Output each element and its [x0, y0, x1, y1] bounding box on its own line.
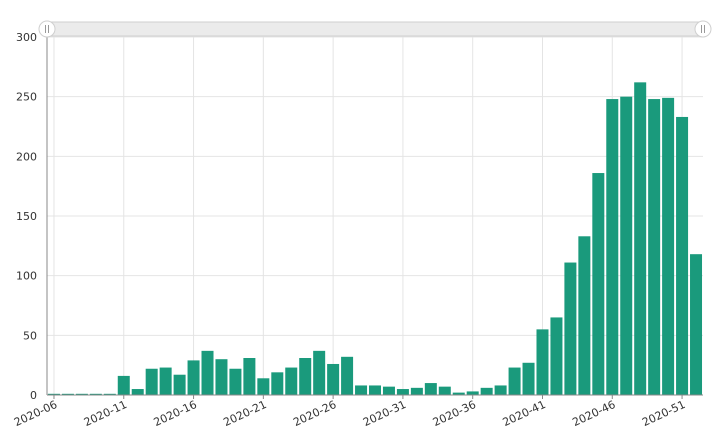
axes	[46, 37, 703, 399]
x-tick-label: 2020-16	[152, 398, 199, 429]
bar	[564, 262, 577, 395]
bar	[480, 387, 493, 395]
bar	[257, 378, 270, 395]
bar	[620, 96, 633, 396]
bar	[368, 385, 382, 395]
y-tick-label: 150	[16, 210, 37, 223]
bar	[89, 393, 102, 395]
y-tick-label: 100	[16, 270, 37, 283]
bar	[173, 374, 186, 395]
bar	[75, 393, 88, 395]
bar	[103, 393, 116, 395]
bar	[648, 99, 661, 395]
bar	[466, 391, 479, 395]
bar	[438, 386, 451, 395]
bar	[285, 367, 298, 395]
x-tick-label: 2020-31	[361, 398, 408, 429]
bar	[606, 99, 619, 395]
y-tick-label: 250	[16, 91, 37, 104]
bars	[47, 82, 703, 396]
bar	[299, 358, 312, 395]
handle-knob[interactable]	[694, 20, 712, 38]
y-tick-label: 200	[16, 150, 37, 163]
bar	[508, 367, 521, 395]
bar	[550, 317, 563, 395]
y-tick-label: 0	[30, 389, 37, 402]
bar	[396, 389, 409, 395]
bar	[201, 350, 214, 395]
y-tick-label: 300	[16, 31, 37, 44]
bar	[327, 363, 340, 395]
zoom-left-handle[interactable]	[38, 20, 56, 38]
bar	[676, 116, 689, 395]
bar	[229, 368, 242, 395]
x-tick-label: 2020-21	[221, 398, 268, 429]
bar	[47, 393, 60, 395]
x-tick-label: 2020-46	[570, 398, 617, 429]
x-tick-label: 2020-26	[291, 398, 338, 429]
x-tick-labels: 2020-06 2020-11 2020-16 2020-21 2020-26 2020-…	[12, 398, 687, 429]
bar	[452, 392, 465, 395]
bar	[690, 254, 703, 395]
bar	[410, 387, 423, 395]
bar	[634, 82, 647, 395]
x-tick-label: 2020-51	[640, 398, 687, 429]
bar	[145, 368, 158, 395]
bar	[271, 372, 284, 395]
bar	[243, 358, 256, 395]
x-tick-label: 2020-36	[431, 398, 478, 429]
x-tick-label: 2020-41	[501, 398, 548, 429]
bar	[662, 97, 675, 396]
bar	[536, 329, 549, 395]
bar	[313, 350, 326, 395]
gridlines	[47, 36, 703, 396]
zoom-right-handle[interactable]	[694, 20, 712, 38]
bar	[424, 383, 437, 395]
bar	[355, 385, 368, 395]
handle-knob[interactable]	[38, 20, 56, 38]
bar	[117, 375, 130, 395]
bar	[592, 173, 605, 395]
bar	[215, 359, 228, 395]
y-tick-labels: 0 50 100 150 200 250 300	[16, 31, 37, 402]
bar	[341, 356, 354, 395]
bar	[382, 386, 395, 395]
bar	[131, 389, 144, 395]
zoom-slider-track[interactable]	[46, 21, 704, 37]
bar	[494, 385, 507, 395]
bar	[522, 362, 535, 395]
bar	[159, 367, 172, 395]
bar	[61, 393, 74, 395]
bar	[578, 236, 591, 395]
y-tick-label: 50	[23, 329, 37, 342]
bar	[187, 360, 200, 395]
x-tick-label: 2020-06	[12, 398, 59, 429]
x-tick-label: 2020-11	[82, 398, 129, 429]
zoom-slider[interactable]	[38, 20, 712, 38]
